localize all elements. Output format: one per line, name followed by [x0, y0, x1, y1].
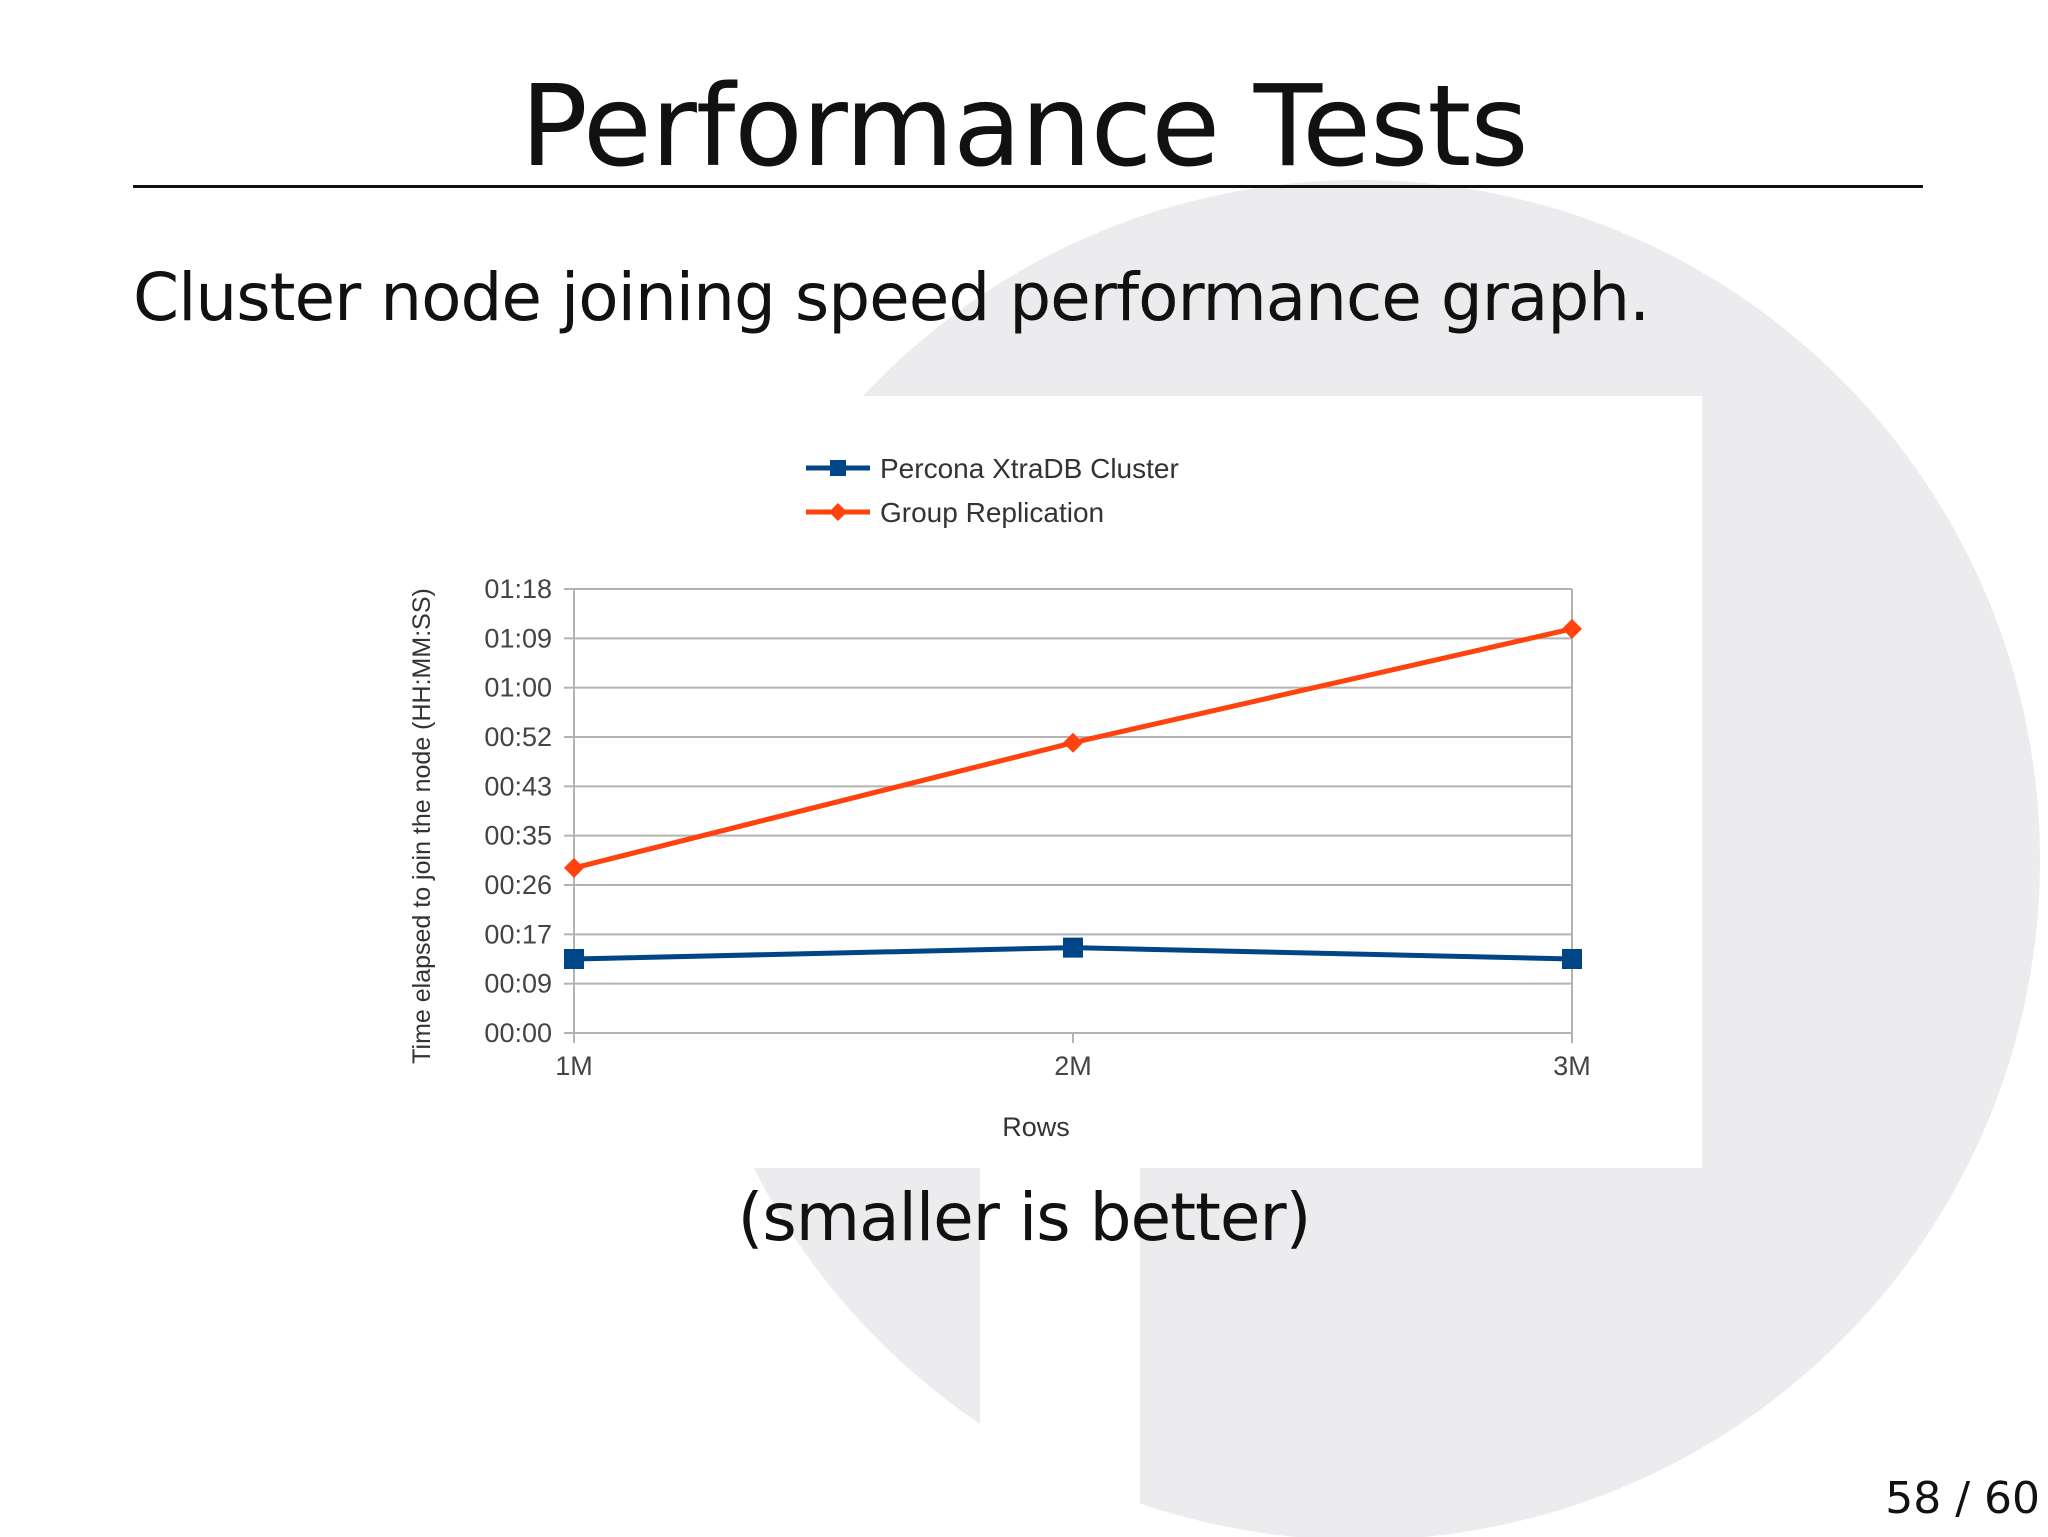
chart-panel: 00:00 00:09 00:17 00:26 00:35 00:43 00:52 01:00… [396, 396, 1702, 1168]
x-axis-label: Rows [1002, 1112, 1070, 1142]
x-tick-label: 3M [1553, 1051, 1591, 1081]
y-tick-label: 01:18 [484, 574, 552, 604]
smaller-is-better-note: (smaller is better) [737, 1179, 1312, 1256]
title-divider [133, 185, 1923, 188]
data-point-diamond [564, 857, 584, 878]
page-number: 58 / 60 [1885, 1473, 2040, 1524]
legend: Percona XtraDB Cluster Group Replication [806, 453, 1179, 528]
legend-label: Group Replication [880, 497, 1104, 528]
line-chart: 00:00 00:09 00:17 00:26 00:35 00:43 00:52 01:00… [408, 453, 1591, 1142]
y-tick-label: 00:26 [484, 870, 552, 900]
x-tick-label: 2M [1054, 1051, 1092, 1081]
y-axis-label: Time elapsed to join the node (HH:MM:SS) [408, 588, 436, 1064]
grid-lines [574, 588, 1572, 1034]
data-point-square [564, 949, 584, 969]
data-point-diamond [1063, 732, 1083, 753]
legend-item: Group Replication [806, 497, 1104, 528]
data-point-square [1063, 937, 1083, 958]
y-tick-label: 00:00 [484, 1018, 552, 1048]
series-lines [564, 618, 1582, 969]
legend-item: Percona XtraDB Cluster [806, 453, 1179, 484]
y-tick-labels: 00:00 00:09 00:17 00:26 00:35 00:43 00:52 01:00… [484, 574, 552, 1048]
data-point-square [1562, 949, 1582, 969]
y-tick-label: 00:17 [484, 919, 552, 949]
slide-subtitle: Cluster node joining speed performance g… [133, 259, 1650, 336]
legend-label: Percona XtraDB Cluster [880, 453, 1179, 484]
y-tick-label: 00:43 [484, 771, 552, 801]
slide-title: Performance Tests [520, 62, 1528, 192]
legend-marker-diamond [829, 503, 847, 521]
y-tick-label: 00:52 [484, 722, 552, 752]
x-tick-label: 1M [555, 1051, 593, 1081]
data-point-diamond [1562, 618, 1582, 639]
y-tick-label: 01:00 [484, 673, 552, 703]
y-tick-label: 00:09 [484, 969, 552, 999]
x-tick-labels: 1M 2M 3M [555, 1051, 1591, 1081]
y-tick-label: 00:35 [484, 821, 552, 851]
axes [564, 588, 1573, 1043]
y-tick-label: 01:09 [484, 623, 552, 653]
legend-marker-square [830, 460, 846, 476]
